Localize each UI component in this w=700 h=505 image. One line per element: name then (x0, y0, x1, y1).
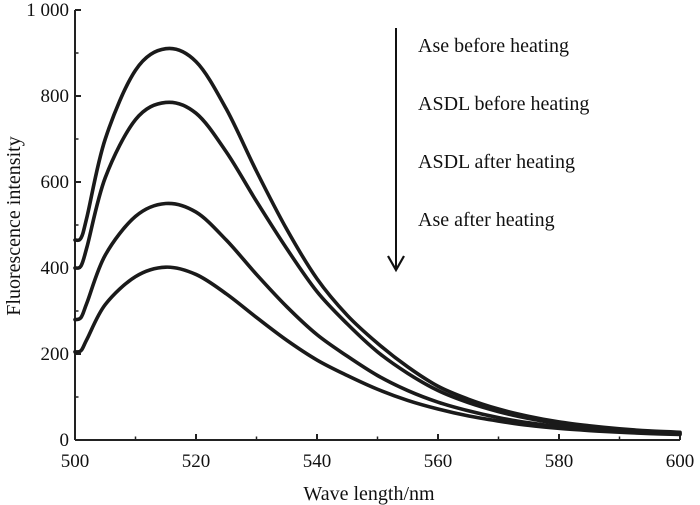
down-arrow-icon (387, 28, 405, 273)
x-tick-label: 600 (666, 451, 695, 472)
legend-entry-asdl-before-heating: ASDL before heating (418, 93, 589, 115)
legend-entry-ase-after-heating: Ase after heating (418, 209, 555, 231)
legend-entry-asdl-after-heating: ASDL after heating (418, 151, 575, 173)
y-tick-label: 0 (60, 430, 70, 451)
series-line-ase-after-heating (73, 265, 682, 437)
series-layer (73, 46, 682, 437)
x-tick-label: 540 (303, 451, 332, 472)
y-tick-label: 200 (41, 344, 70, 365)
y-tick-label: 400 (41, 258, 70, 279)
x-tick-label: 520 (182, 451, 211, 472)
series-line-asdl-after-heating (73, 201, 682, 436)
series-line-asdl-before-heating (73, 100, 682, 435)
x-axis-title: Wave length/nm (303, 483, 435, 505)
y-axis-title: Fluorescence intensity (3, 136, 25, 315)
y-tick-label: 800 (41, 86, 70, 107)
x-tick-label: 580 (545, 451, 574, 472)
legend-entry-ase-before-heating: Ase before heating (418, 35, 569, 57)
axes: 500 520 540 560 580 600 0 200 400 600 800 1 000 (26, 0, 694, 472)
x-tick-label: 560 (424, 451, 453, 472)
y-tick-label: 1 000 (26, 0, 69, 21)
x-tick-label: 500 (61, 451, 90, 472)
legend: Ase before heating ASDL before heating A… (387, 28, 589, 273)
y-tick-label: 600 (41, 172, 70, 193)
